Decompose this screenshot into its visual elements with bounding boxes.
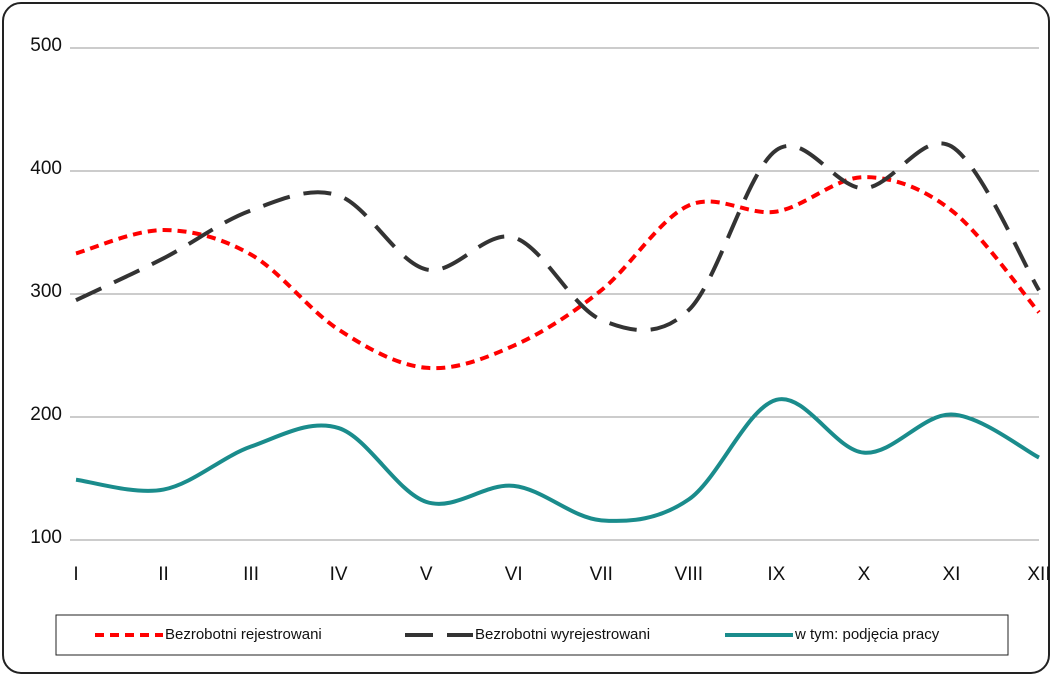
line-series xyxy=(75,397,1040,523)
x-tick-label: XI xyxy=(942,564,960,585)
y-tick-label: 300 xyxy=(30,281,62,302)
line-series xyxy=(75,175,1041,371)
line-series xyxy=(75,141,1041,333)
legend-label: Bezrobotni wyrejestrowani xyxy=(475,626,650,643)
legend-label: w tym: podjęcia pracy xyxy=(794,626,940,643)
x-tick-label: VII xyxy=(590,564,613,585)
y-tick-label: 400 xyxy=(30,158,62,179)
x-tick-label: V xyxy=(420,564,433,585)
x-tick-label: XII xyxy=(1027,564,1050,585)
x-tick-label: II xyxy=(158,564,169,585)
x-tick-label: IX xyxy=(767,564,785,585)
x-tick-label: IV xyxy=(330,564,348,585)
x-tick-label: X xyxy=(858,564,871,585)
x-tick-label: VIII xyxy=(675,564,704,585)
y-tick-label: 100 xyxy=(30,527,62,548)
x-tick-label: III xyxy=(243,564,259,585)
y-tick-label: 200 xyxy=(30,404,62,425)
legend-label: Bezrobotni rejestrowani xyxy=(165,626,322,643)
x-tick-label: I xyxy=(73,564,78,585)
y-tick-label: 500 xyxy=(30,35,62,56)
x-tick-label: VI xyxy=(505,564,523,585)
legend-box xyxy=(55,614,1009,656)
